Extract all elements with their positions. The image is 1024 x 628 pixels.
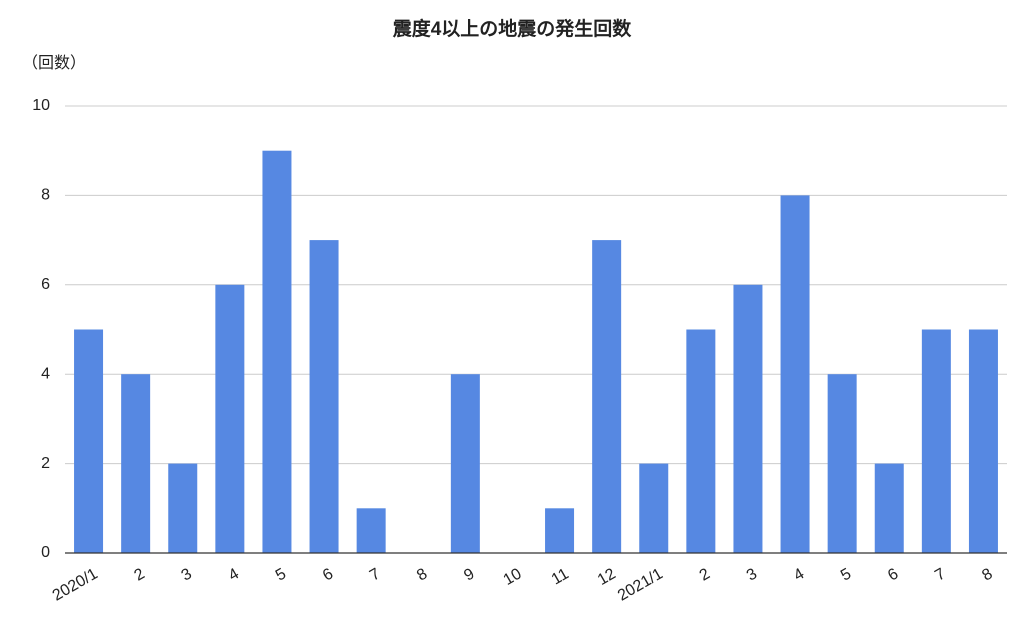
bar [827, 374, 857, 553]
x-tick-label: 8 [414, 565, 430, 584]
x-tick-label: 11 [549, 565, 572, 588]
bar [592, 240, 622, 553]
bar [968, 329, 998, 553]
x-tick-label: 4 [791, 565, 807, 584]
x-tick-label: 9 [461, 565, 477, 584]
bar [215, 284, 245, 553]
x-tick-label: 3 [744, 565, 760, 584]
x-tick-label: 5 [273, 565, 289, 584]
bar [356, 508, 386, 553]
y-tick-label: 10 [32, 97, 50, 114]
x-tick-label: 7 [932, 565, 948, 584]
x-tick-label: 10 [501, 565, 525, 589]
bar [780, 195, 810, 553]
x-tick-label: 3 [179, 565, 195, 584]
chart-title: 震度4以上の地震の発生回数 [393, 17, 633, 40]
x-tick-label: 2 [132, 565, 148, 584]
bar [168, 463, 198, 553]
y-axis-label: （回数） [22, 54, 86, 72]
x-tick-label: 6 [320, 565, 336, 584]
bar [686, 329, 716, 553]
bar [921, 329, 951, 553]
bar [450, 374, 480, 553]
bar [74, 329, 104, 553]
bar [733, 284, 763, 553]
x-tick-label: 4 [226, 565, 242, 584]
bar [874, 463, 904, 553]
x-tick-label: 2021/1 [615, 565, 666, 604]
x-tick-label: 2020/1 [50, 565, 101, 604]
x-tick-label: 7 [367, 565, 383, 584]
x-tick-label: 8 [979, 565, 995, 584]
y-tick-label: 0 [41, 544, 50, 561]
y-tick-label: 4 [41, 365, 50, 382]
bar [262, 150, 292, 553]
bar [545, 508, 575, 553]
x-tick-label: 12 [595, 565, 619, 589]
y-tick-label: 2 [41, 455, 50, 472]
x-tick-label: 5 [838, 565, 854, 584]
bar [309, 240, 339, 553]
y-tick-label: 6 [41, 276, 50, 293]
y-tick-label: 8 [41, 187, 50, 204]
x-tick-label: 6 [885, 565, 901, 584]
bar [121, 374, 151, 553]
bar [639, 463, 669, 553]
x-tick-label: 2 [697, 565, 713, 584]
